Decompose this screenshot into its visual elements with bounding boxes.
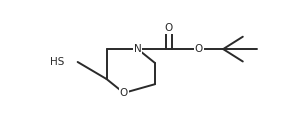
Text: HS: HS bbox=[50, 57, 64, 67]
Text: O: O bbox=[165, 23, 173, 34]
Text: O: O bbox=[120, 88, 128, 98]
Text: N: N bbox=[134, 44, 142, 54]
Text: O: O bbox=[195, 44, 203, 54]
